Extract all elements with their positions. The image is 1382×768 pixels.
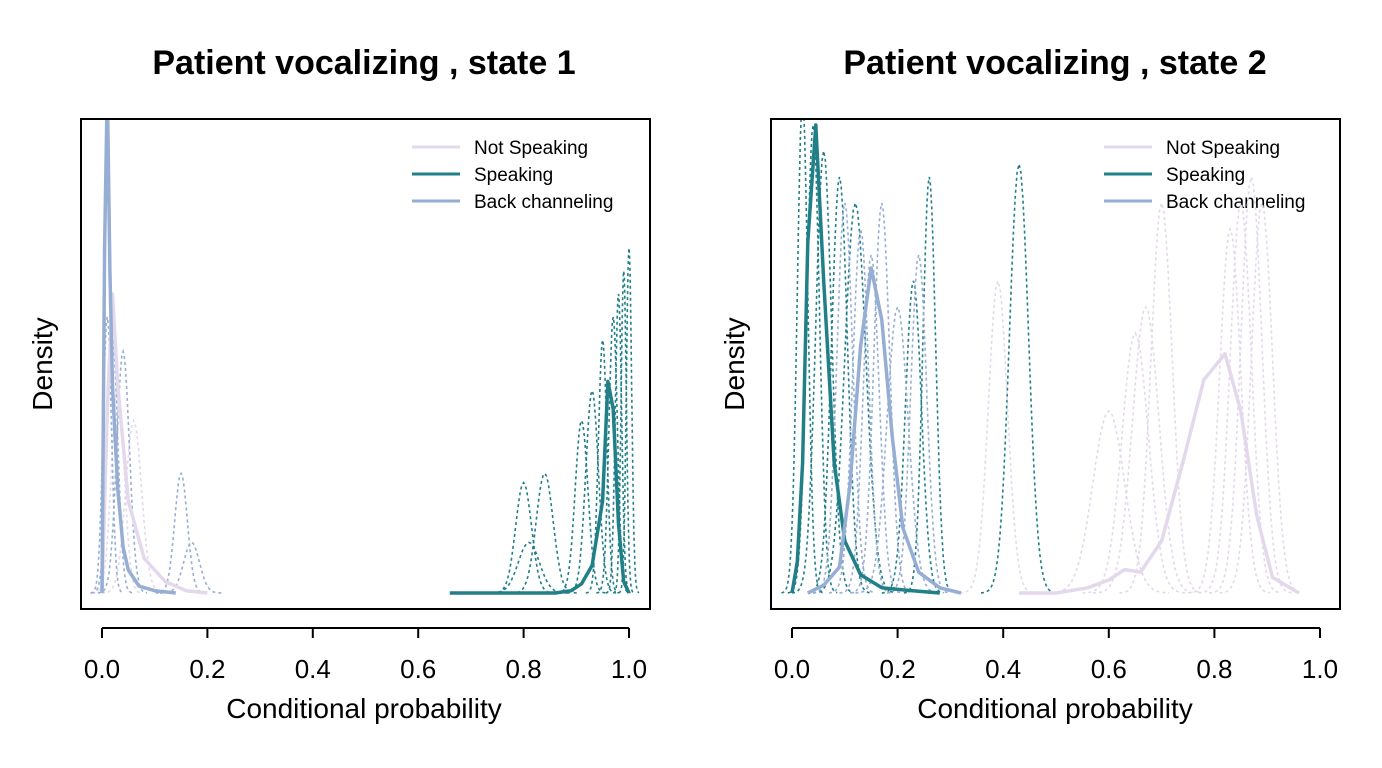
plot-frame bbox=[80, 118, 651, 610]
y-axis-title: Density bbox=[27, 317, 58, 410]
individual-density-line bbox=[813, 200, 896, 594]
individual-density-line bbox=[959, 278, 1035, 594]
individual-density-line bbox=[903, 176, 954, 594]
x-tick-label: 0.4 bbox=[985, 654, 1021, 684]
chart-panel-state-1: Patient vocalizing , state 1 Density Con… bbox=[27, 44, 651, 724]
x-tick-label: 0.4 bbox=[295, 654, 331, 684]
series-line-not-speaking bbox=[1019, 352, 1300, 595]
legend-label: Back channeling bbox=[1166, 192, 1305, 213]
plot-area bbox=[90, 120, 640, 595]
individual-density-line bbox=[1092, 305, 1196, 594]
individual-density-line bbox=[807, 176, 870, 594]
series-line-speaking bbox=[449, 379, 631, 595]
chart-title: Patient vocalizing , state 1 bbox=[152, 44, 575, 82]
plot-area bbox=[781, 120, 1303, 595]
individual-density-line bbox=[828, 228, 891, 594]
individual-density-line bbox=[839, 254, 902, 594]
individual-density-line bbox=[787, 124, 838, 594]
individual-density-line bbox=[90, 316, 124, 594]
series-line-not-speaking bbox=[100, 292, 208, 595]
legend: Not Speaking Speaking Back channeling bbox=[412, 138, 613, 213]
legend-label: Speaking bbox=[474, 165, 553, 186]
x-tick-label: 0.2 bbox=[880, 654, 916, 684]
individual-density-line bbox=[613, 270, 635, 594]
x-tick-label: 0.8 bbox=[1196, 654, 1232, 684]
legend-label: Not Speaking bbox=[1166, 138, 1280, 159]
individual-density-line bbox=[781, 120, 823, 594]
individual-density-line bbox=[491, 481, 554, 594]
individual-density-line bbox=[1187, 226, 1271, 594]
legend-label: Speaking bbox=[1166, 165, 1245, 186]
legend-label: Not Speaking bbox=[474, 138, 588, 159]
x-tick-label: 1.0 bbox=[611, 654, 647, 684]
x-tick-labels: 0.0 0.2 0.4 0.6 0.8 1.0 bbox=[774, 654, 1338, 684]
x-tick-label: 0.2 bbox=[189, 654, 225, 684]
series-line-back-channeling bbox=[807, 266, 962, 595]
individual-density-line bbox=[881, 280, 944, 594]
x-tick-label: 0.8 bbox=[506, 654, 542, 684]
individual-density-line bbox=[566, 388, 617, 594]
individual-density-line bbox=[850, 202, 913, 594]
individual-density-line bbox=[1045, 409, 1170, 594]
x-tick-label: 0.0 bbox=[84, 654, 120, 684]
chart-title: Patient vocalizing , state 2 bbox=[843, 44, 1266, 82]
individual-density-line bbox=[605, 293, 631, 594]
x-axis-title: Conditional probability bbox=[226, 693, 502, 724]
individual-density-line bbox=[980, 163, 1056, 594]
individual-density-line bbox=[510, 472, 577, 594]
individual-density-line bbox=[585, 339, 619, 594]
x-axis-title: Conditional probability bbox=[917, 693, 1193, 724]
x-tick-labels: 0.0 0.2 0.4 0.6 0.8 1.0 bbox=[84, 654, 647, 684]
individual-density-line bbox=[791, 150, 854, 594]
chart-panel-state-2: Patient vocalizing , state 2 Density Con… bbox=[719, 44, 1341, 724]
individual-density-line bbox=[855, 304, 938, 594]
individual-density-line bbox=[618, 247, 640, 594]
x-tick-label: 1.0 bbox=[1302, 654, 1338, 684]
individual-density-line bbox=[102, 418, 164, 594]
individual-density-line bbox=[1219, 199, 1303, 594]
x-tick-label: 0.6 bbox=[1091, 654, 1127, 684]
individual-density-line bbox=[556, 418, 606, 594]
series-line-speaking bbox=[790, 123, 940, 595]
x-tick-label: 0.6 bbox=[400, 654, 436, 684]
individual-density-line bbox=[1119, 199, 1202, 594]
x-tick-label: 0.0 bbox=[774, 654, 810, 684]
legend-label: Back channeling bbox=[474, 192, 613, 213]
y-axis-title: Density bbox=[719, 317, 750, 410]
individual-density-line bbox=[1082, 331, 1186, 594]
individual-density-line bbox=[1198, 199, 1282, 594]
individual-density-line bbox=[1209, 173, 1292, 594]
individual-density-line bbox=[886, 254, 949, 594]
individual-density-line bbox=[486, 541, 569, 594]
series-line-back-channeling bbox=[100, 120, 176, 595]
legend: Not Speaking Speaking Back channeling bbox=[1104, 138, 1305, 213]
individual-density-line bbox=[155, 471, 206, 594]
plot-frame bbox=[770, 118, 1341, 610]
